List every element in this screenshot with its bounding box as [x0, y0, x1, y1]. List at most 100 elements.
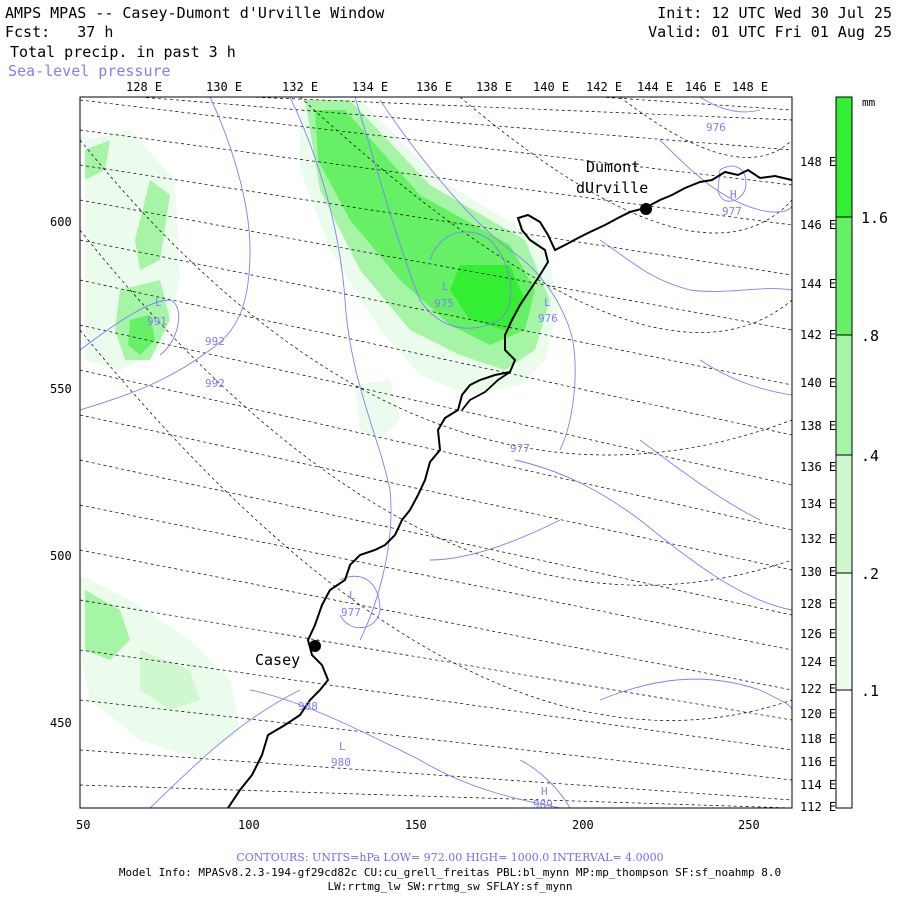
lon-label: 130 E	[206, 80, 242, 94]
lon-label: 148 E	[800, 155, 836, 169]
lon-label: 116 E	[800, 755, 836, 769]
pressure-value: 992	[205, 377, 225, 390]
colorbar-segment	[836, 335, 852, 455]
durville-label: dUrville	[576, 179, 648, 197]
x-tick-label: 250	[738, 818, 760, 832]
lon-label: 114 E	[800, 778, 836, 792]
pressure-value: 992	[205, 335, 225, 348]
model-info-physics: LW:rrtmg_lw SW:rrtmg_sw SFLAY:sf_mynn	[327, 880, 573, 893]
y-tick-label: 500	[50, 549, 72, 563]
casey-label: Casey	[255, 651, 300, 669]
pressure-value: 980	[331, 756, 351, 769]
valid-time: Valid: 01 UTC Fri 01 Aug 25	[648, 23, 892, 41]
y-tick-label: 550	[50, 382, 72, 396]
lon-label: 138 E	[476, 80, 512, 94]
x-tick-label: 50	[76, 818, 90, 832]
lon-label: 112 E	[800, 800, 836, 814]
lon-label: 132 E	[282, 80, 318, 94]
graticule-arcs-steep	[249, 97, 792, 121]
precip-west-cell	[128, 315, 155, 355]
pressure-value: 975	[434, 297, 454, 310]
lon-label: 122 E	[800, 682, 836, 696]
lon-label: 134 E	[800, 497, 836, 511]
pressure-value: 988	[298, 700, 318, 713]
pressure-value: 976	[706, 121, 726, 134]
lon-label: 148 E	[732, 80, 768, 94]
lon-label: 124 E	[800, 655, 836, 669]
colorbar-label: .2	[861, 565, 879, 583]
pressure-labels: L 991 992 992 L 975 L 976 976 H 977 977 …	[147, 121, 742, 811]
low-mark: L	[155, 296, 162, 309]
x-tick-label: 200	[572, 818, 594, 832]
high-mark: H	[730, 188, 737, 201]
casey-marker	[309, 640, 321, 652]
low-mark: L	[442, 280, 449, 293]
top-longitude-labels: 128 E 130 E 132 E 134 E 136 E 138 E 140 …	[126, 80, 768, 94]
field-name: Total precip. in past 3 h	[10, 43, 236, 61]
lon-label: 136 E	[416, 80, 452, 94]
x-axis-labels: 50 100 150 200 250	[76, 818, 760, 832]
contour-field-name: Sea-level pressure	[8, 62, 171, 80]
init-time: Init: 12 UTC Wed 30 Jul 25	[657, 4, 892, 22]
pressure-value: 991	[147, 315, 167, 328]
precip-sw-mid	[85, 590, 130, 660]
x-tick-label: 150	[405, 818, 427, 832]
lon-label: 134 E	[352, 80, 388, 94]
x-tick-label: 100	[238, 818, 260, 832]
lon-label: 132 E	[800, 532, 836, 546]
lon-label: 136 E	[800, 460, 836, 474]
precip-coast-light	[355, 380, 400, 440]
lon-label: 142 E	[586, 80, 622, 94]
colorbar-segment	[836, 690, 852, 808]
right-longitude-labels: 148 E 146 E 144 E 142 E 140 E 138 E 136 …	[800, 155, 836, 814]
lon-label: 128 E	[126, 80, 162, 94]
colorbar-frame	[835, 96, 853, 809]
precip-nw-streak	[85, 140, 110, 180]
y-tick-label: 450	[50, 716, 72, 730]
precip-band-max	[450, 265, 525, 330]
y-tick-label: 600	[50, 215, 72, 229]
station-casey: Casey	[255, 640, 321, 669]
lon-label: 128 E	[800, 597, 836, 611]
lon-label: 126 E	[800, 627, 836, 641]
colorbar: mm 1.6 .8 .4 .2 .1	[835, 96, 888, 809]
lon-label: 140 E	[800, 376, 836, 390]
low-mark: L	[339, 740, 346, 753]
map-title: AMPS MPAS -- Casey-Dumont d'Urville Wind…	[5, 4, 385, 22]
colorbar-segment	[836, 97, 852, 217]
colorbar-label: .8	[861, 327, 879, 345]
dumont-marker	[640, 203, 652, 215]
colorbar-label: .1	[861, 682, 879, 700]
pressure-value: 977	[722, 205, 742, 218]
precip-shading	[80, 100, 560, 760]
pressure-value: 977	[510, 442, 530, 455]
lon-label: 140 E	[533, 80, 569, 94]
lon-label: 138 E	[800, 419, 836, 433]
precip-sw-mid2	[140, 650, 200, 710]
colorbar-label: .4	[861, 447, 879, 465]
lon-label: 144 E	[800, 277, 836, 291]
lon-label: 144 E	[637, 80, 673, 94]
low-mark: L	[544, 296, 551, 309]
colorbar-label: 1.6	[861, 209, 888, 227]
high-mark: H	[541, 785, 548, 798]
pressure-value: 989	[533, 798, 553, 811]
lon-label: 118 E	[800, 732, 836, 746]
colorbar-segment	[836, 455, 852, 573]
station-dumont: Dumont dUrville	[576, 158, 652, 215]
contour-info: CONTOURS: UNITS=hPa LOW= 972.00 HIGH= 10…	[236, 851, 664, 864]
pressure-value: 977	[341, 606, 361, 619]
lon-label: 146 E	[800, 218, 836, 232]
y-axis-labels: 600 550 500 450	[50, 215, 72, 730]
coastline-inlet	[461, 371, 511, 411]
graticule-parallels	[80, 97, 792, 808]
forecast-hour: Fcst: 37 h	[5, 23, 114, 41]
model-info: Model Info: MPASv8.2.3-194-gf29cd82c CU:…	[118, 866, 782, 879]
precip-west-streak	[135, 180, 170, 270]
dumont-label: Dumont	[586, 158, 640, 176]
colorbar-segment	[836, 217, 852, 335]
pressure-value: 976	[538, 312, 558, 325]
graticule-meridians	[80, 97, 792, 808]
lon-label: 120 E	[800, 707, 836, 721]
